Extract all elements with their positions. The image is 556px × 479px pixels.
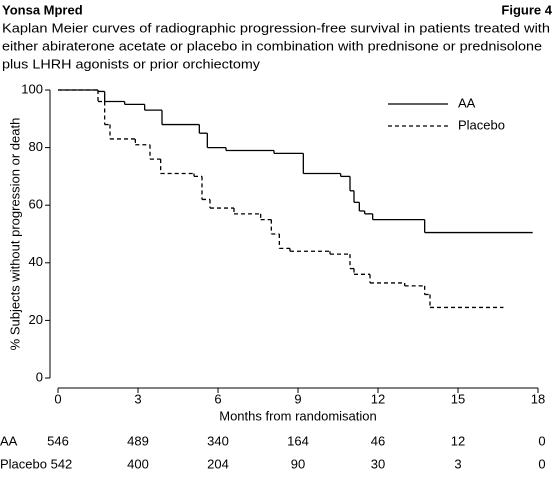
x-tick-label: 18 xyxy=(531,391,545,406)
title-line: either abiraterone acetate or placebo in… xyxy=(2,38,542,53)
x-axis-label: Months from randomisation xyxy=(219,408,377,423)
legend-label: Placebo xyxy=(458,117,505,132)
header-right: Figure 4 xyxy=(501,2,552,17)
y-tick-label: 20 xyxy=(29,312,43,327)
x-tick-label: 12 xyxy=(371,391,385,406)
header-left: Yonsa Mpred xyxy=(2,2,83,17)
at-risk-value: 164 xyxy=(287,433,309,448)
at-risk-value: 46 xyxy=(371,433,385,448)
at-risk-value: 340 xyxy=(207,433,229,448)
at-risk-value: 204 xyxy=(207,456,229,471)
y-tick-label: 80 xyxy=(29,139,43,154)
x-tick-label: 6 xyxy=(214,391,221,406)
at-risk-value: 3 xyxy=(454,456,461,471)
at-risk-value: 90 xyxy=(291,456,305,471)
at-risk-value: 489 xyxy=(127,433,149,448)
x-tick-label: 15 xyxy=(451,391,465,406)
title-line: plus LHRH agonists or prior orchiectomy xyxy=(2,56,261,71)
x-tick-label: 9 xyxy=(294,391,301,406)
at-risk-value: 400 xyxy=(127,456,149,471)
x-tick-label: 3 xyxy=(134,391,141,406)
y-tick-label: 40 xyxy=(29,254,43,269)
at-risk-value: 0 xyxy=(538,433,545,448)
at-risk-value: 30 xyxy=(371,456,385,471)
y-tick-label: 60 xyxy=(29,197,43,212)
y-axis-label: % Subjects without progression or death xyxy=(7,118,22,351)
at-risk-name: Placebo 542 xyxy=(0,456,72,471)
title-line: Kaplan Meier curves of radiographic prog… xyxy=(2,20,550,35)
y-tick-label: 100 xyxy=(21,81,43,96)
y-tick-label: 0 xyxy=(36,369,43,384)
at-risk-value: 0 xyxy=(538,456,545,471)
x-tick-label: 0 xyxy=(54,391,61,406)
legend-label: AA xyxy=(458,95,476,110)
at-risk-value: 546 xyxy=(47,433,69,448)
at-risk-name: AA xyxy=(0,433,18,448)
at-risk-value: 12 xyxy=(451,433,465,448)
